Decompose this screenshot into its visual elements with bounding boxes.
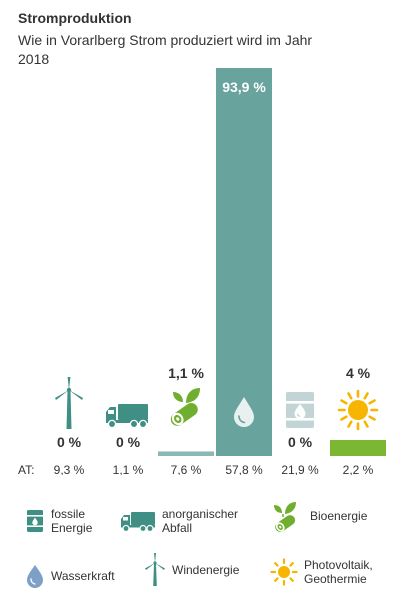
at-value-label: 1,1 %	[113, 463, 144, 475]
wind-turbine-icon	[55, 377, 83, 429]
chart-title: Stromproduktion	[18, 10, 132, 26]
water-drop-icon	[27, 565, 43, 588]
legend-label-solar: Photovoltaik, Geothermie	[304, 558, 373, 586]
at-value-label: 57,8 %	[225, 463, 263, 475]
bar-value-label: 0 %	[288, 434, 313, 450]
bio-log-icon	[274, 502, 296, 532]
legend-label-water: Wasserkraft	[51, 569, 115, 583]
legend-item-solar: Photovoltaik, Geothermie	[270, 558, 405, 586]
chart-subtitle: Wie in Vorarlberg Strom produziert wird …	[18, 32, 313, 67]
at-label: AT:	[18, 463, 34, 475]
truck-icon	[106, 404, 148, 429]
oil-barrel-icon	[26, 510, 44, 532]
bar-5	[330, 440, 386, 456]
bar-3	[216, 68, 272, 456]
at-value-label: 2,2 %	[343, 463, 374, 475]
bar-value-label: 0 %	[57, 434, 82, 450]
bar-value-label: 1,1 %	[168, 365, 204, 381]
wind-turbine-icon	[145, 553, 165, 586]
legend-label-fossil: fossile Energie	[51, 507, 93, 535]
truck-icon	[121, 512, 155, 532]
legend-label-bio: Bioenergie	[310, 509, 368, 523]
at-value-label: 9,3 %	[54, 463, 85, 475]
bar-value-label: 93,9 %	[222, 79, 266, 95]
legend-item-water: Wasserkraft	[25, 564, 155, 588]
bar-value-label: 0 %	[116, 434, 141, 450]
legend-item-bio: Bioenergie	[272, 500, 402, 532]
oil-barrel-icon	[284, 392, 316, 428]
sun-icon	[270, 558, 298, 586]
legend-item-waste: anorganischer Abfall	[120, 507, 260, 535]
at-value-label: 21,9 %	[281, 463, 319, 475]
legend-item-wind: Windenergie	[144, 553, 274, 587]
bar-value-label: 4 %	[346, 365, 371, 381]
water-drop-icon	[234, 397, 254, 427]
bar-2	[158, 451, 214, 456]
legend-item-fossil: fossile Energie	[25, 507, 125, 535]
sun-icon	[337, 389, 379, 431]
bar-chart: 0 % 9,3 % 0 % 1,1 % 1,1 % 7,6 % 93,9 % 57,8 % 0 …	[18, 68, 386, 475]
at-value-label: 7,6 %	[171, 463, 202, 475]
legend-label-wind: Windenergie	[172, 563, 240, 577]
legend-label-waste: anorganischer Abfall	[162, 507, 239, 535]
bio-log-icon	[170, 388, 200, 426]
